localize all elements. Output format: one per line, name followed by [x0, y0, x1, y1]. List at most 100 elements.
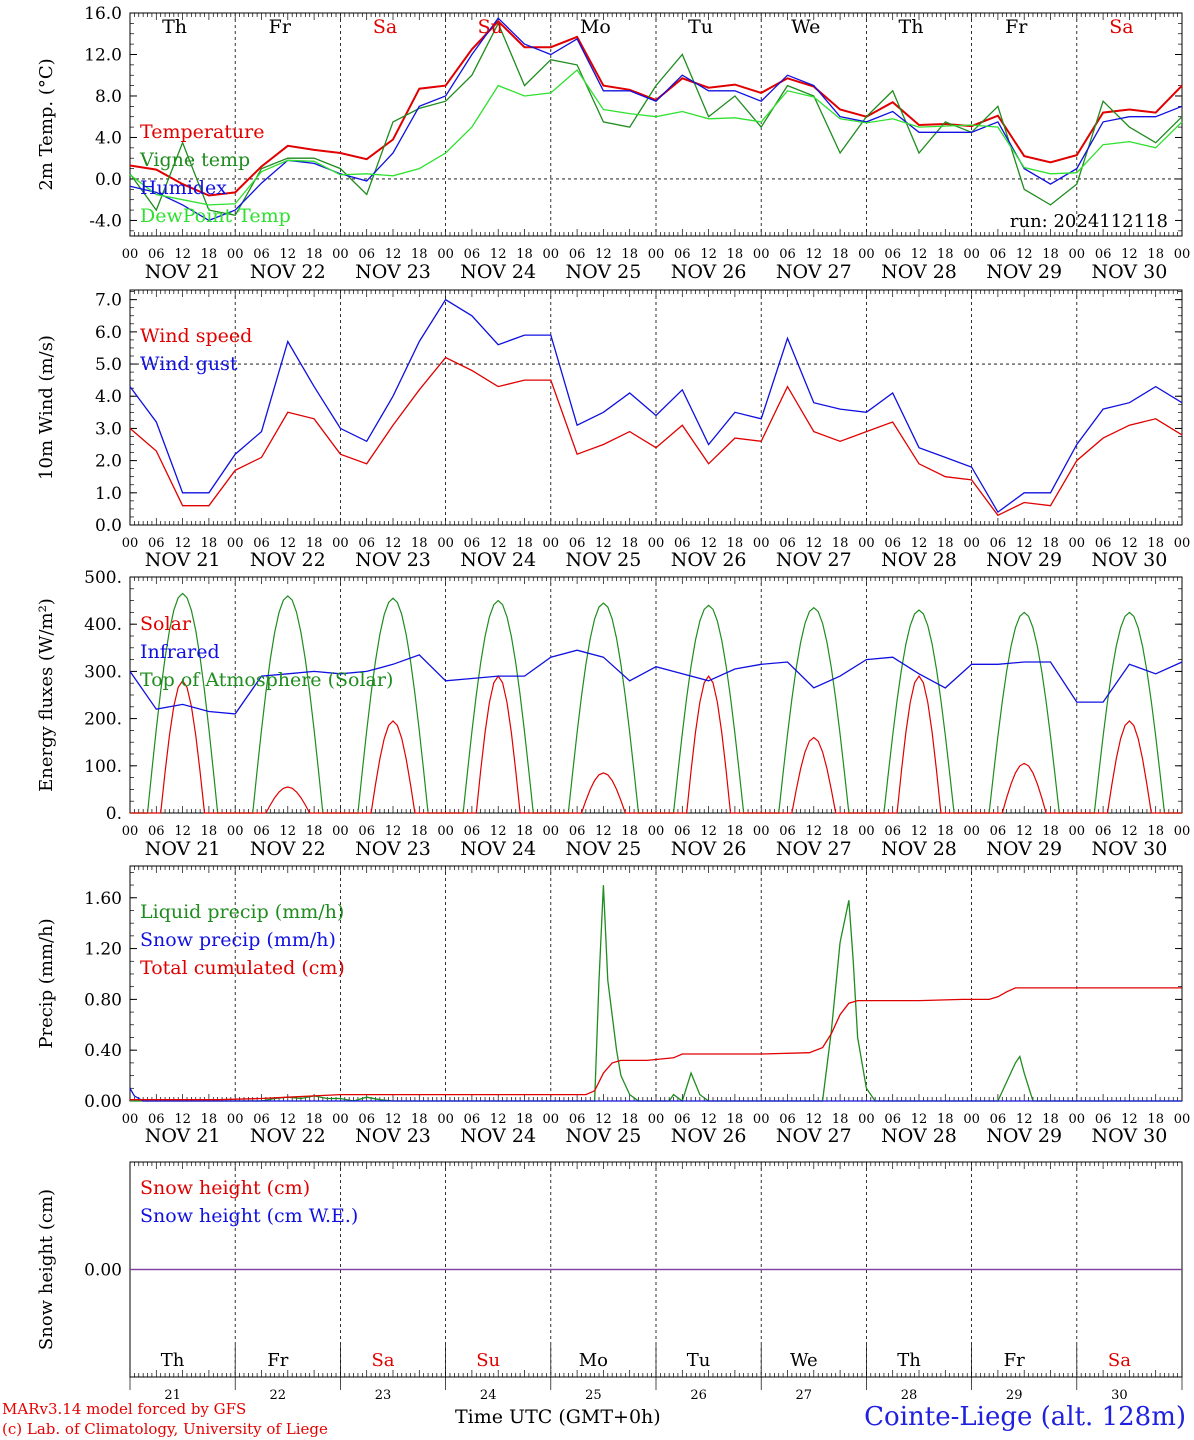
- hour-tick-label: 12: [1016, 824, 1033, 839]
- hour-tick-label: 00: [858, 1112, 875, 1127]
- weekday-label-bottom: Sa: [1108, 1350, 1131, 1371]
- hour-tick-label: 18: [832, 1112, 849, 1127]
- y-tick-label: 0.40: [84, 1041, 122, 1061]
- hour-tick-label: 18: [411, 536, 428, 551]
- weekday-label-top: Th: [162, 16, 187, 38]
- hour-tick-label: 12: [806, 247, 823, 262]
- day-label: NOV 23: [355, 838, 431, 860]
- hour-tick-label: 12: [911, 1112, 928, 1127]
- series-liquid-precip-mm-h-line: [130, 885, 1182, 1103]
- hour-tick-label: 18: [516, 824, 533, 839]
- plot-frame: [129, 12, 1183, 237]
- copyright-credit: (c) Lab. of Climatology, University of L…: [2, 1420, 328, 1438]
- series-humidex-line: [129, 17, 1183, 222]
- day-number-label: 22: [270, 1388, 287, 1403]
- panel-4: 0.00 0.40 0.80 1.20 1.60 Precip (mm/h) 00 06 12 1…: [36, 865, 1190, 1147]
- run-annotation: run: 2024112118: [1010, 211, 1168, 232]
- day-label: NOV 22: [250, 261, 326, 283]
- hour-tick-label: 00: [332, 247, 349, 262]
- day-number-label: 29: [1006, 1388, 1023, 1403]
- hour-tick-label: 12: [911, 247, 928, 262]
- day-label: NOV 22: [250, 549, 326, 571]
- series-wind-speed-line: [129, 356, 1183, 517]
- y-axis-label: Precip (mm/h): [36, 918, 57, 1048]
- hour-tick-label: 06: [253, 536, 270, 551]
- day-label: NOV 22: [250, 1125, 326, 1147]
- legend-entry: Snow height (cm W.E.): [140, 1205, 358, 1227]
- day-label: NOV 23: [355, 1125, 431, 1147]
- hour-tick-label: 00: [753, 824, 770, 839]
- legend-entry: Humidex: [140, 177, 227, 199]
- hour-tick-label: 12: [1121, 1112, 1138, 1127]
- hour-tick-label: 18: [832, 536, 849, 551]
- hour-tick-label: 06: [674, 247, 691, 262]
- hour-tick-label: 12: [385, 247, 402, 262]
- hour-tick-label: 12: [595, 247, 612, 262]
- y-axis-label: Snow height (cm): [36, 1189, 57, 1350]
- hour-tick-label: 18: [201, 247, 218, 262]
- legend-entry: Top of Atmosphere (Solar): [140, 669, 393, 691]
- y-tick-label: 4.0: [95, 128, 122, 148]
- hour-tick-label: 06: [779, 1112, 796, 1127]
- hour-tick-label: 00: [332, 536, 349, 551]
- day-label: NOV 27: [776, 1125, 852, 1147]
- time-axis-label: Time UTC (GMT+0h): [455, 1406, 661, 1428]
- hour-tick-label: 00: [1174, 824, 1191, 839]
- hour-tick-label: 06: [884, 247, 901, 262]
- hour-tick-label: 18: [832, 247, 849, 262]
- hour-tick-label: 06: [884, 536, 901, 551]
- series-temperature-line: [129, 19, 1183, 197]
- hour-tick-label: 18: [727, 1112, 744, 1127]
- legend-entry: Liquid precip (mm/h): [140, 901, 344, 923]
- hour-tick-label: 18: [516, 536, 533, 551]
- hour-tick-label: 12: [1121, 824, 1138, 839]
- hour-tick-label: 06: [464, 536, 481, 551]
- day-number-label: 23: [375, 1388, 392, 1403]
- y-tick-label: 8.0: [95, 87, 122, 107]
- hour-tick-label: 06: [253, 247, 270, 262]
- day-label: NOV 27: [776, 549, 852, 571]
- hour-tick-label: 00: [753, 1112, 770, 1127]
- weekday-label-top: Th: [899, 16, 924, 38]
- day-label: NOV 29: [986, 261, 1062, 283]
- hour-tick-label: 06: [779, 247, 796, 262]
- hour-tick-label: 18: [1147, 536, 1164, 551]
- hour-tick-label: 18: [1042, 1112, 1059, 1127]
- hour-tick-label: 18: [937, 247, 954, 262]
- hour-tick-label: 06: [148, 247, 165, 262]
- hour-tick-label: 06: [884, 824, 901, 839]
- hour-tick-label: 12: [1016, 247, 1033, 262]
- hour-tick-label: 06: [253, 824, 270, 839]
- hour-tick-label: 00: [648, 536, 665, 551]
- hour-tick-label: 18: [727, 824, 744, 839]
- day-number-label: 28: [901, 1388, 918, 1403]
- hour-tick-label: 00: [858, 536, 875, 551]
- hour-tick-label: 00: [648, 824, 665, 839]
- day-label: NOV 30: [1091, 1125, 1167, 1147]
- day-label: NOV 27: [776, 261, 852, 283]
- hour-tick-label: 06: [990, 536, 1007, 551]
- hour-tick-label: 12: [174, 536, 191, 551]
- y-tick-label: 500.: [84, 568, 122, 588]
- hour-tick-label: 06: [990, 247, 1007, 262]
- hour-tick-label: 12: [700, 536, 717, 551]
- hour-tick-label: 18: [937, 824, 954, 839]
- hour-tick-label: 00: [858, 247, 875, 262]
- y-tick-label: 1.20: [84, 940, 122, 960]
- hour-tick-label: 18: [1147, 247, 1164, 262]
- weekday-label-top: Tu: [688, 16, 713, 38]
- hour-tick-label: 00: [1069, 1112, 1086, 1127]
- legend-entry: Temperature: [140, 121, 264, 143]
- y-tick-label: 2.0: [95, 452, 122, 472]
- weekday-label-bottom: We: [790, 1350, 818, 1371]
- hour-tick-label: 18: [201, 824, 218, 839]
- hour-tick-label: 00: [437, 824, 454, 839]
- legend-entry: DewPoint Temp: [140, 205, 291, 227]
- y-tick-label: 6.0: [95, 323, 122, 343]
- panel-2: 0.0 1.0 2.0 3.0 4.0 5.0 6.0 7.0 10m Wind (m/s) 00…: [36, 289, 1191, 571]
- y-tick-label: 0.: [106, 804, 122, 824]
- hour-tick-label: 00: [1174, 536, 1191, 551]
- weekday-label-top: Fr: [1005, 16, 1028, 38]
- hour-tick-label: 06: [1095, 1112, 1112, 1127]
- hour-tick-label: 06: [569, 1112, 586, 1127]
